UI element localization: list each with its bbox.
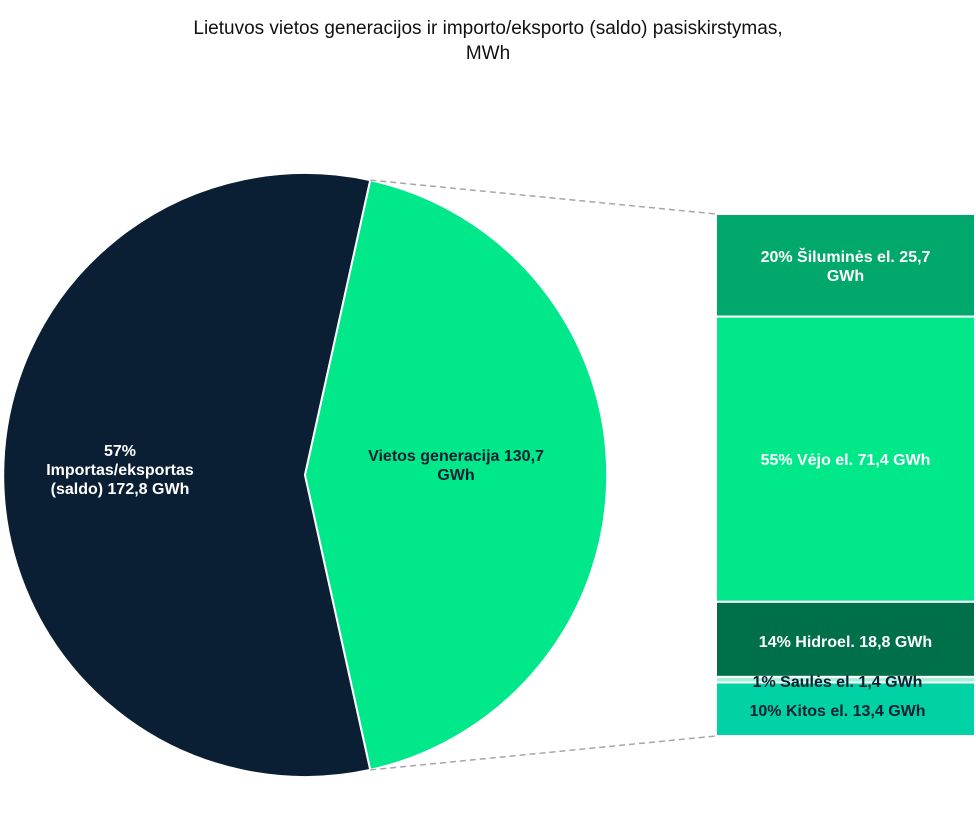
bar-label-hydro: 14% Hidroel. 18,8 GWh <box>716 633 975 652</box>
connector-line-top <box>370 179 717 215</box>
bar-label-solar-line-1: 1% Saulės el. 1,4 GWh <box>752 674 923 691</box>
bar-label-hydro-line-1: 14% Hidroel. 18,8 GWh <box>758 634 933 651</box>
chart-title-line-2: MWh <box>465 43 511 64</box>
slice-label-import-line-2: Importas/eksportas <box>46 462 194 479</box>
bar-label-thermal-line-1: 20% Šiluminės el. 25,7 <box>760 249 931 266</box>
slice-label-import-line-1: 57% <box>103 443 137 460</box>
bar-label-solar: 1% Saulės el. 1,4 GWh <box>708 673 967 692</box>
slice-label-import-line-3: (saldo) 172,8 GWh <box>50 481 190 498</box>
bar-label-other-line-1: 10% Kitos el. 13,4 GWh <box>749 703 926 720</box>
chart-title-line-1: Lietuvos vietos generacijos ir importo/e… <box>193 18 783 39</box>
slice-label-local-line-2: GWh <box>437 467 475 484</box>
pie-slice-local <box>303 178 609 772</box>
bar-segment-other <box>715 681 976 737</box>
bar-label-thermal: 20% Šiluminės el. 25,7 GWh <box>716 248 975 286</box>
bar-label-wind-line-1: 55% Vėjo el. 71,4 GWh <box>760 452 931 469</box>
bar-label-other: 10% Kitos el. 13,4 GWh <box>708 702 967 721</box>
slice-label-local-line-1: Vietos generacija 130,7 <box>368 448 544 465</box>
bar-segment-thermal <box>715 213 976 318</box>
chart-title: Lietuvos vietos generacijos ir importo/e… <box>0 16 976 66</box>
bar-label-thermal-line-2: GWh <box>826 268 865 285</box>
slice-label-local: Vietos generacija 130,7 GWh <box>330 447 582 485</box>
bar-segment-wind <box>715 315 976 603</box>
connector-line-bottom <box>370 735 717 771</box>
slice-label-import: 57% Importas/eksportas (saldo) 172,8 GWh <box>10 442 230 499</box>
pie-slice-import <box>2 172 372 778</box>
bar-label-wind: 55% Vėjo el. 71,4 GWh <box>716 451 975 470</box>
